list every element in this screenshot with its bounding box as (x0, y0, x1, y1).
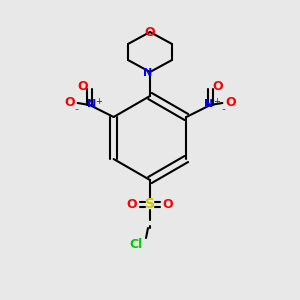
Text: O: O (212, 80, 223, 94)
Text: O: O (163, 197, 173, 211)
Text: -: - (75, 104, 79, 114)
Text: -: - (221, 104, 225, 114)
Text: +: + (95, 97, 102, 106)
Text: O: O (127, 197, 137, 211)
Text: O: O (64, 97, 75, 110)
Text: O: O (225, 97, 236, 110)
Text: +: + (213, 97, 220, 106)
Text: Cl: Cl (129, 238, 142, 250)
Text: N: N (87, 99, 96, 109)
Text: N: N (143, 68, 153, 78)
Text: O: O (145, 26, 155, 38)
Text: S: S (145, 197, 155, 211)
Text: N: N (204, 99, 213, 109)
Text: O: O (77, 80, 88, 94)
